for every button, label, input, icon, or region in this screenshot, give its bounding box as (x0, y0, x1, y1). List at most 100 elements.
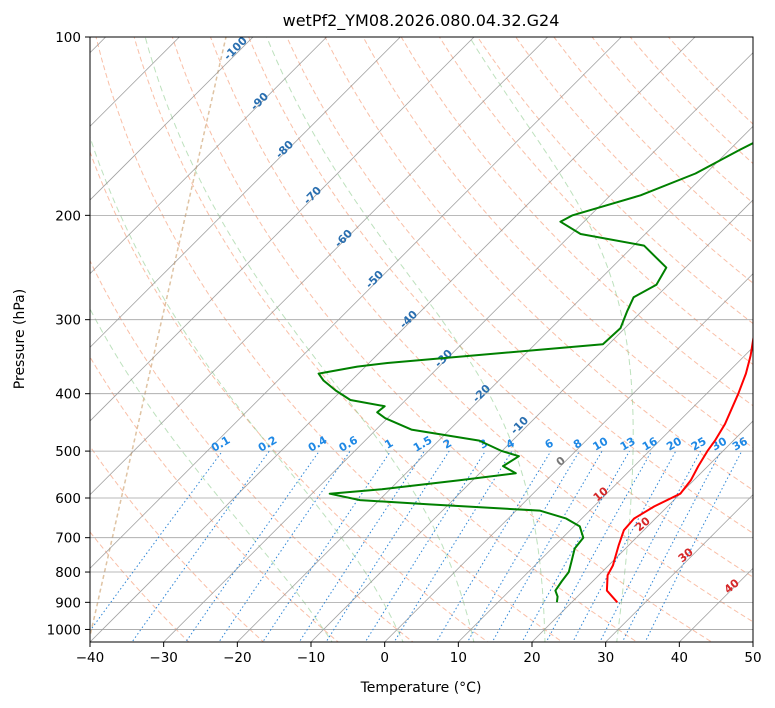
dry-adiabat (90, 531, 190, 642)
mixing-ratio-line (185, 450, 320, 642)
isotherm (90, 37, 549, 496)
wetbulb-label: 40 (722, 576, 742, 596)
moist-adiabat (266, 37, 546, 642)
frost-point-label: -60 (332, 227, 355, 250)
dry-adiabat (324, 37, 753, 491)
frost-point-label: -70 (301, 184, 324, 207)
dry-adiabat (90, 150, 489, 642)
mixing-ratio-label: 4 (504, 436, 517, 451)
wetbulb-label: 10 (591, 484, 611, 504)
x-tick-label: 50 (744, 650, 761, 666)
frost-point-label: -20 (470, 382, 493, 405)
dry-adiabat (133, 37, 638, 642)
dry-adiabat (209, 37, 753, 623)
y-tick-label: 200 (55, 208, 81, 224)
isotherm (90, 37, 475, 422)
dry-adiabat (90, 259, 414, 642)
dry-adiabat (400, 37, 753, 407)
dry-adiabat (248, 37, 753, 578)
mixing-ratio-label: 20 (664, 434, 684, 453)
wetbulb-label: 30 (676, 545, 696, 565)
x-tick-label: 40 (671, 650, 688, 666)
mixing-ratio-line (466, 450, 580, 642)
y-tick-label: 1000 (47, 622, 81, 638)
dry-adiabat (515, 37, 753, 284)
moist-adiabat (90, 135, 404, 642)
mixing-ratio-line (325, 450, 450, 642)
dry-adiabat (90, 356, 339, 642)
x-tick-label: −30 (149, 650, 178, 666)
dry-adiabat (667, 37, 753, 125)
y-axis-label: Pressure (hPa) (12, 289, 28, 389)
y-tick-label: 400 (55, 387, 81, 403)
x-tick-label: 20 (523, 650, 540, 666)
mixing-ratio-line (644, 450, 743, 642)
x-axis-label: Temperature (°C) (360, 680, 482, 696)
x-tick-label: 10 (450, 650, 467, 666)
y-tick-label: 800 (55, 565, 81, 581)
chart-title: wetPf2_YM08.2026.080.04.32.G24 (283, 11, 560, 31)
x-tick-label: 30 (597, 650, 614, 666)
frost-point-label: -50 (363, 268, 386, 291)
frost-point-label: -40 (397, 308, 420, 331)
isotherm (163, 52, 753, 642)
ice-saturation-curve (90, 37, 227, 640)
isotherm (90, 37, 328, 275)
plot-frame (89, 36, 754, 643)
isotherm (310, 199, 753, 642)
dry-adiabat (362, 37, 753, 449)
moist-adiabat (469, 37, 634, 642)
y-tick-label: 700 (55, 531, 81, 547)
y-tick-label: 100 (55, 30, 81, 46)
isotherm (236, 125, 753, 642)
dry-adiabat (90, 445, 265, 642)
dry-adiabat (171, 37, 713, 642)
isotherm (605, 494, 753, 642)
y-tick-label: 600 (55, 491, 81, 507)
frost-point-label: -80 (273, 138, 296, 161)
moist-adiabat (144, 37, 475, 642)
isotherm (90, 37, 254, 201)
y-tick-label: 300 (55, 313, 81, 329)
isotherm (752, 641, 753, 642)
mixing-ratio-line (262, 450, 392, 642)
mixing-ratio-line (218, 450, 351, 642)
temperature-profile (605, 333, 753, 603)
x-tick-label: −20 (223, 650, 252, 666)
x-tick-label: −10 (297, 650, 326, 666)
plot-area: 0.1 0.2 0.4 0.6 1 1.5 2 3 4 6 8 10 13 16 20 25 30 36-100-… (90, 37, 753, 642)
mixing-ratio-label: 2 (441, 437, 454, 452)
frost-point-label: -10 (508, 414, 531, 437)
y-tick-label: 500 (55, 444, 81, 460)
moist-adiabat (90, 308, 333, 642)
mixing-ratio-label: 13 (618, 435, 638, 454)
isotherm (90, 37, 401, 348)
dry-adiabat (629, 37, 753, 165)
x-tick-label: −40 (76, 650, 105, 666)
dry-adiabat (553, 37, 753, 244)
mixing-ratio-line (298, 450, 425, 642)
mixing-ratio-line (90, 450, 223, 632)
mixing-ratio-label: 10 (591, 434, 611, 453)
x-tick-label: 0 (380, 650, 389, 666)
mixing-ratio-label: 25 (689, 435, 709, 454)
isotherm (90, 37, 622, 569)
mixing-ratio-line (545, 450, 653, 642)
mixing-ratio-line (491, 450, 603, 642)
isotherm (531, 420, 753, 642)
dewpoint-profile (317, 141, 753, 603)
isotherm (90, 37, 180, 127)
mixing-ratio-label: 6 (543, 436, 556, 451)
dry-adiabat (438, 37, 753, 366)
mixing-ratio-label: 16 (640, 434, 660, 453)
dry-adiabat (476, 37, 753, 325)
x-axis-ticks: −40 −30 −20 −10 0 10 20 30 40 50 (76, 642, 762, 666)
isotherm (384, 273, 753, 642)
dry-adiabat (286, 37, 753, 534)
mixing-ratio-line (131, 450, 270, 642)
isotherm (90, 37, 696, 642)
isotherm (457, 346, 753, 642)
y-axis-ticks: 100 200 300 400 500 600 700 800 900 1000 (47, 30, 90, 638)
mixing-ratio-line (435, 450, 552, 642)
